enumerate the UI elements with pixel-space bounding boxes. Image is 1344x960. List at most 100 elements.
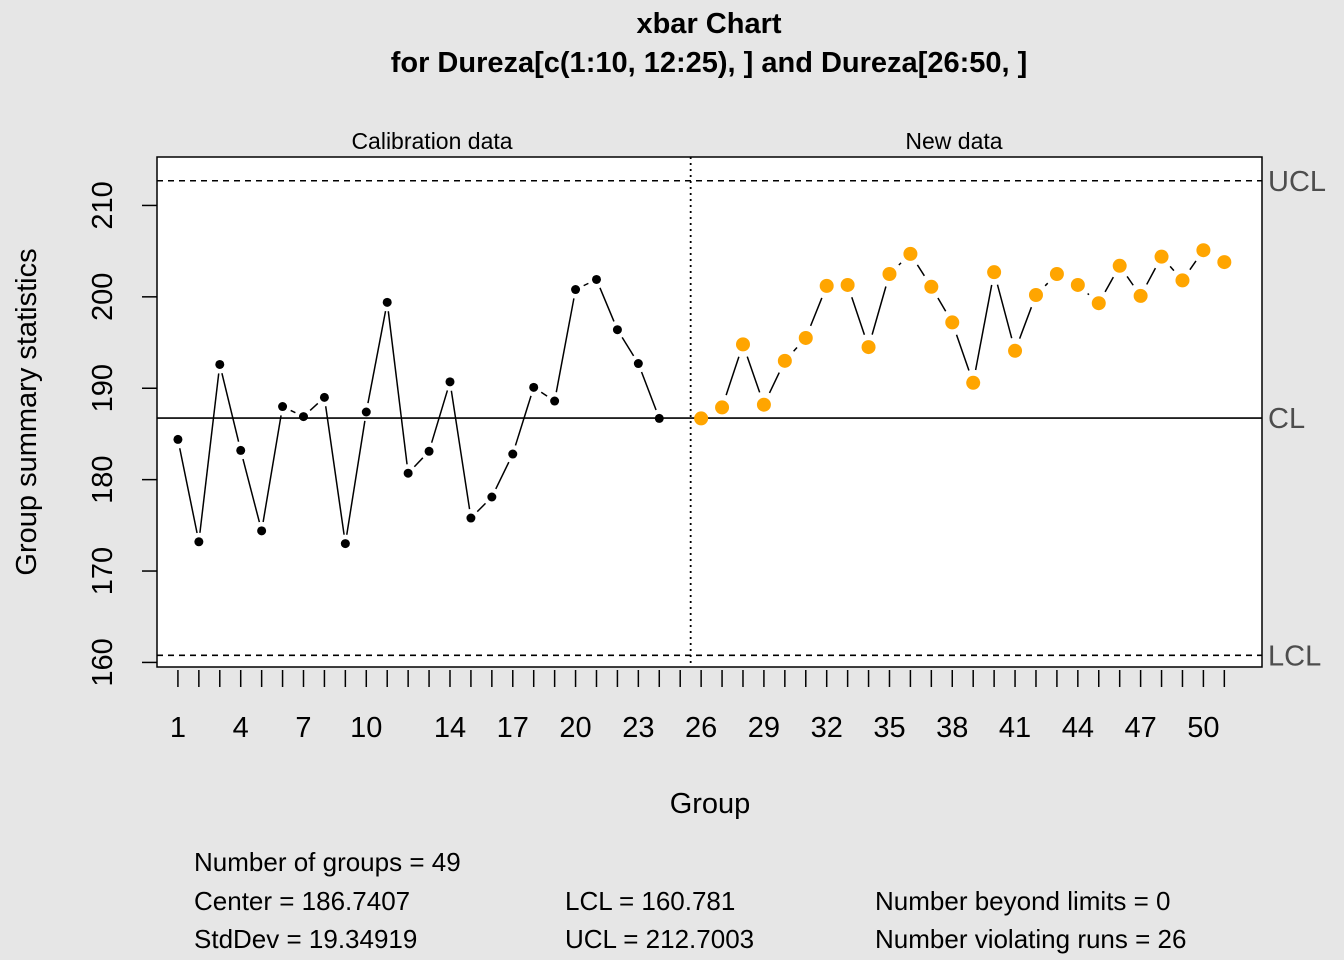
x-axis-label: Group [670,788,751,820]
section-label-new: New data [905,128,1002,154]
new-data-point [777,353,792,368]
series-segment [851,297,866,336]
chart-title: xbar Chart [636,8,781,40]
series-segment [640,371,657,411]
calibration-data-point [194,537,204,547]
series-segment [387,311,408,465]
y-tick-label: 210 [87,181,119,229]
series-segment [916,264,925,277]
x-tick-label: 35 [873,712,905,744]
series-segment [898,262,902,266]
series-segment [746,356,761,393]
series-segment [1104,276,1115,293]
x-tick-label: 4 [233,712,249,744]
y-tick-label: 180 [87,455,119,503]
series-segment [1044,282,1049,287]
x-tick-label: 29 [748,712,780,744]
y-axis-label: Group summary statistics [11,248,43,575]
new-data-point [1112,258,1127,273]
x-tick-label: 41 [999,712,1031,744]
calibration-data-point [340,539,350,549]
series-segment [1146,267,1157,285]
stat-beyond-limits: Number beyond limits = 0 [875,886,1171,916]
calibration-data-point [173,434,183,444]
series-segment [262,415,282,523]
new-data-point [840,277,855,292]
new-data-point [903,246,918,261]
plot-area [156,156,1263,668]
series-segment [309,402,319,412]
series-segment [367,311,387,404]
y-tick-label: 160 [87,638,119,686]
series-segment [324,406,345,535]
series-segment [871,286,887,335]
series-segment [178,448,198,534]
calibration-data-point [487,492,497,502]
new-data-point [1028,288,1043,303]
new-data-point [819,278,834,293]
calibration-data-point [403,468,413,478]
new-data-point [924,279,939,294]
new-data-point [966,375,981,390]
axes: 1 4 7 10 14 17 20 23 26 29 32 35 38 41 44 47 50160170180… [87,181,1226,744]
x-tick-label: 50 [1187,712,1219,744]
x-tick-label: 38 [936,712,968,744]
x-tick-label: 32 [811,712,843,744]
stat-ucl: UCL = 212.7003 [565,924,755,954]
new-data-point [715,400,730,415]
x-tick-label: 26 [685,712,717,744]
series-segment [290,409,296,414]
calibration-data-point [215,359,225,369]
section-label-calibration: Calibration data [351,128,512,154]
x-tick-label: 1 [170,712,186,744]
control-limits: UCL CL LCL [157,157,1326,672]
x-tick-label: 47 [1124,712,1156,744]
y-tick-label: 170 [87,547,119,595]
calibration-data-point [278,402,288,412]
new-data-point [945,315,960,330]
stat-groups: Number of groups = 49 [194,847,461,877]
limit-label-lcl: LCL [1268,640,1321,672]
calibration-data-point [424,446,434,456]
calibration-data-point [508,449,518,459]
y-tick-label: 200 [87,273,119,321]
series-group [173,243,1232,549]
new-data-point [882,266,897,281]
new-data-point [1049,266,1064,281]
series-segment [450,390,471,510]
series-segment [413,457,424,468]
calibration-data-point [633,359,643,369]
series-segment [346,420,366,535]
series-segment [1169,265,1175,272]
new-data-point [861,340,876,355]
calibration-data-point [571,285,581,295]
series-segment [555,298,575,393]
new-data-point [1133,288,1148,303]
calibration-data-point [361,407,371,417]
x-tick-label: 23 [622,712,654,744]
x-tick-label: 17 [497,712,529,744]
y-tick-label: 190 [87,364,119,412]
series-segment [974,284,993,371]
calibration-data-point [257,526,267,536]
x-tick-label: 44 [1062,712,1094,744]
stat-center: Center = 186.7407 [194,886,411,916]
new-data-point [798,330,813,345]
series-segment [1018,306,1033,339]
limit-label-cl: CL [1268,403,1305,435]
x-tick-label: 7 [295,712,311,744]
series-segment [221,373,240,442]
new-data-point [1154,249,1169,264]
calibration-data-point [529,382,539,392]
series-segment [599,287,615,322]
calibration-data-point [612,325,622,335]
series-segment [514,395,532,446]
new-data-point [756,397,771,412]
series-segment [1126,276,1134,286]
series-segment [793,347,798,352]
series-segment [1087,292,1090,296]
limit-label-ucl: UCL [1268,166,1326,198]
x-tick-label: 10 [350,712,382,744]
stat-lcl: LCL = 160.781 [565,886,736,916]
